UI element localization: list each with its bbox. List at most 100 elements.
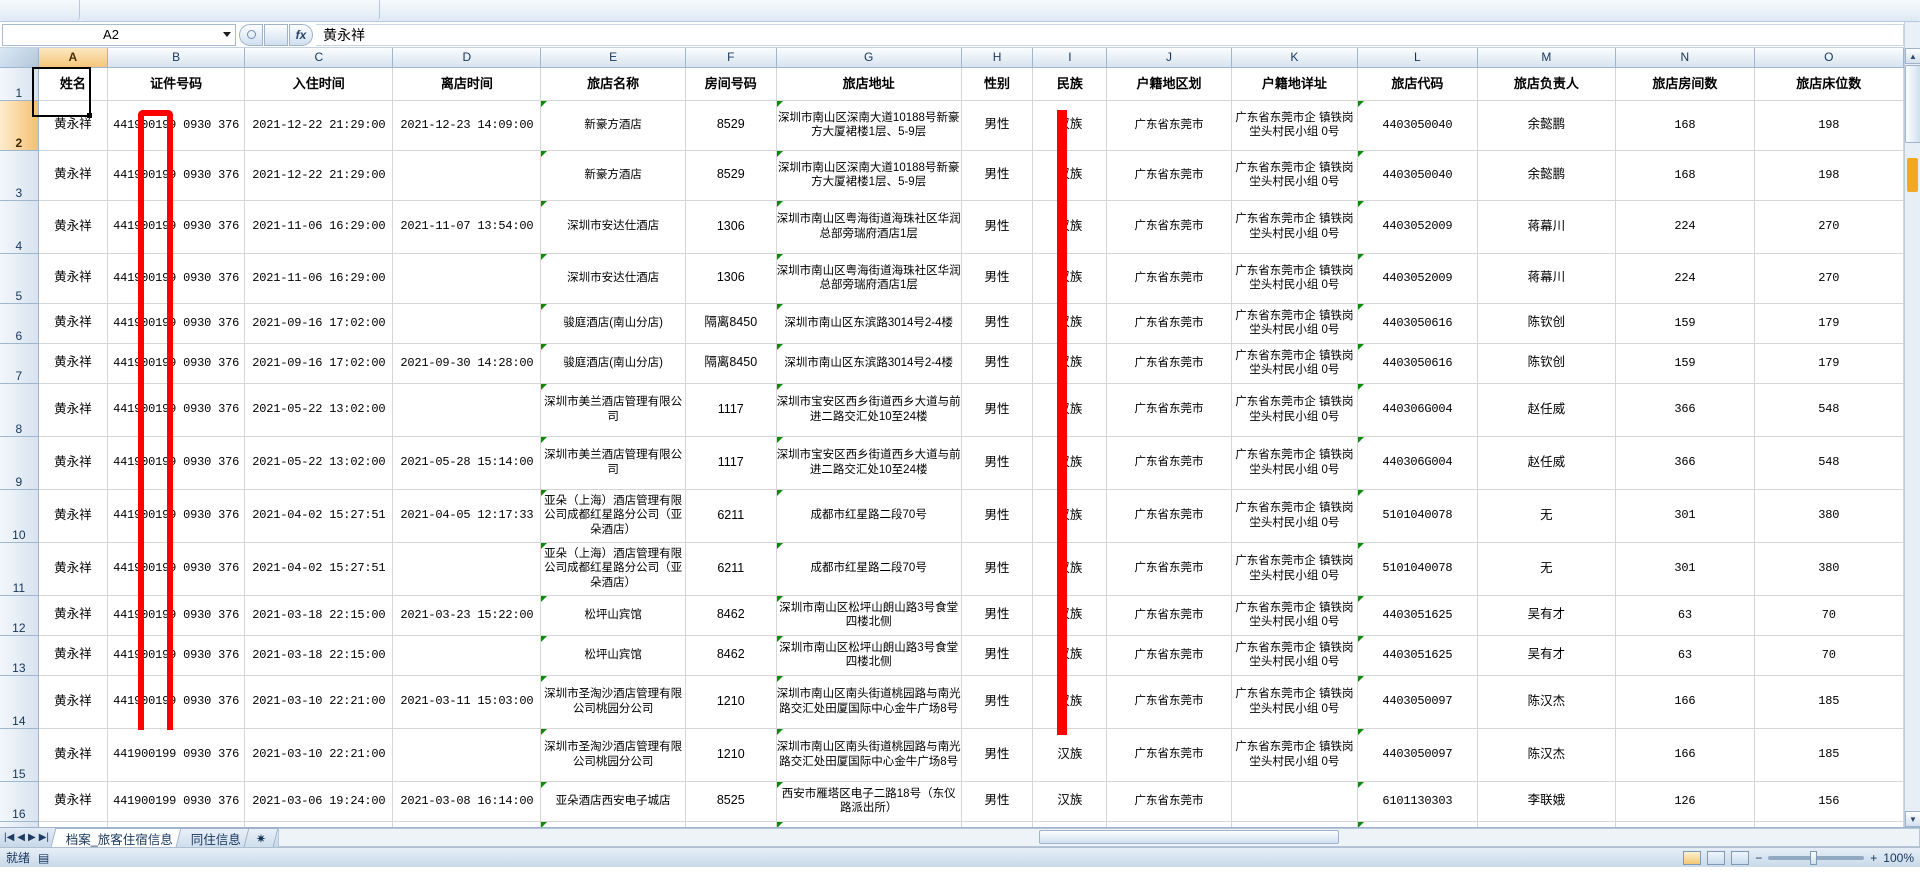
ribbon-tab-stub-1[interactable] bbox=[0, 0, 80, 21]
cell-manager[interactable]: 陈汉杰 bbox=[1477, 728, 1617, 782]
cell-beds[interactable]: 156 bbox=[1754, 821, 1905, 827]
cell-rooms[interactable]: 166 bbox=[1615, 728, 1755, 782]
column-header-D[interactable]: D bbox=[392, 48, 542, 68]
cell-address[interactable]: 深圳市南山区南头街道桃园路与南光路交汇处田厦国际中心金牛广场8号 bbox=[776, 728, 962, 782]
cell-manager[interactable]: 陈钦创 bbox=[1477, 343, 1617, 384]
cell-ethnic[interactable]: 汉族 bbox=[1032, 436, 1108, 490]
cell-checkout[interactable] bbox=[392, 821, 542, 827]
view-page-layout-button[interactable] bbox=[1707, 850, 1726, 865]
cell-gender[interactable]: 男性 bbox=[961, 343, 1034, 384]
vertical-scroll-track[interactable] bbox=[1905, 64, 1920, 811]
cell-beds[interactable]: 548 bbox=[1754, 383, 1905, 437]
cell-code[interactable]: 4403051625 bbox=[1357, 635, 1478, 676]
table-row[interactable]: 16 黄永祥 441900199 0930 376 2021-03-06 19:24:… bbox=[0, 781, 1905, 822]
cell-name[interactable]: 黄永祥 bbox=[38, 781, 108, 822]
cell-domicile[interactable]: 广东省东莞市企 镇铁岗坣头村民小组 0号 bbox=[1231, 675, 1359, 729]
cell-ethnic[interactable]: 汉族 bbox=[1032, 383, 1108, 437]
row-header-5[interactable]: 5 bbox=[0, 253, 39, 304]
cell-room[interactable]: 6211 bbox=[685, 489, 777, 543]
cell-gender[interactable]: 男性 bbox=[961, 675, 1034, 729]
cell-rooms[interactable]: 366 bbox=[1615, 436, 1755, 490]
cell-hotel[interactable]: 松坪山宾馆 bbox=[540, 635, 686, 676]
cell-rooms[interactable]: 63 bbox=[1615, 595, 1755, 636]
cell-region[interactable]: 广东省东莞市 bbox=[1106, 489, 1232, 543]
cell-region[interactable]: 广东省东莞市 bbox=[1106, 595, 1232, 636]
cell-beds[interactable]: 179 bbox=[1754, 303, 1905, 344]
cell-name[interactable]: 黄永祥 bbox=[38, 200, 108, 254]
cell-ethnic[interactable]: 汉族 bbox=[1032, 150, 1108, 201]
cell-checkout[interactable]: 2021-04-05 12:17:33 bbox=[392, 489, 542, 543]
column-header-O[interactable]: O bbox=[1754, 48, 1905, 68]
table-row[interactable]: 6 黄永祥 441900199 0930 376 2021-09-16 17:02:0… bbox=[0, 303, 1905, 344]
cell-name[interactable]: 黄永祥 bbox=[38, 253, 108, 304]
row-header-12[interactable]: 12 bbox=[0, 595, 39, 636]
cell-domicile[interactable]: 广东省东莞市企 镇铁岗坣头村民小组 0号 bbox=[1231, 595, 1359, 636]
column-header-C[interactable]: C bbox=[244, 48, 394, 68]
cell-rooms[interactable]: 159 bbox=[1615, 343, 1755, 384]
cell-checkout[interactable] bbox=[392, 383, 542, 437]
cell-manager[interactable]: 赵任威 bbox=[1477, 383, 1617, 437]
cell-checkout[interactable] bbox=[392, 303, 542, 344]
cell-beds[interactable]: 270 bbox=[1754, 200, 1905, 254]
cell-id[interactable]: 441900199 0930 376 bbox=[107, 728, 246, 782]
cell-manager[interactable]: 蒋幕川 bbox=[1477, 200, 1617, 254]
row-header-13[interactable]: 13 bbox=[0, 635, 39, 676]
cell-region[interactable]: 广东省东莞市 bbox=[1106, 436, 1232, 490]
cell-checkin[interactable]: 2021-03-10 22:21:00 bbox=[244, 675, 394, 729]
cell-address[interactable]: 深圳市南山区东滨路3014号2-4楼 bbox=[776, 303, 962, 344]
table-row[interactable]: 4 黄永祥 441900199 0930 376 2021-11-06 16:29:0… bbox=[0, 200, 1905, 254]
column-header-M[interactable]: M bbox=[1477, 48, 1617, 68]
row-header-3[interactable]: 3 bbox=[0, 150, 39, 201]
cell-rooms[interactable]: 168 bbox=[1615, 100, 1755, 151]
cell-gender[interactable]: 男性 bbox=[961, 436, 1034, 490]
cell-region[interactable]: 广东省东莞市 bbox=[1106, 675, 1232, 729]
cell-rooms[interactable]: 301 bbox=[1615, 489, 1755, 543]
cell-gender[interactable]: 男性 bbox=[961, 728, 1034, 782]
scroll-up-button[interactable]: ▲ bbox=[1905, 48, 1920, 64]
cell-gender[interactable]: 男性 bbox=[961, 821, 1034, 827]
cell-region[interactable]: 广东省东莞市 bbox=[1106, 100, 1232, 151]
formula-input[interactable]: 黄永祥 bbox=[316, 23, 1904, 46]
cell-room[interactable]: 8525 bbox=[685, 781, 777, 822]
cell-id[interactable]: 441900199 0930 376 bbox=[107, 303, 246, 344]
cell-region[interactable]: 广东省东莞市 bbox=[1106, 343, 1232, 384]
cell-hotel[interactable]: 骏庭酒店(南山分店) bbox=[540, 343, 686, 384]
cell-id[interactable]: 441900199 0930 376 bbox=[107, 383, 246, 437]
cell-checkout[interactable] bbox=[392, 150, 542, 201]
table-row[interactable]: 8 黄永祥 441900199 0930 376 2021-05-22 13:02:0… bbox=[0, 383, 1905, 437]
cell-checkin[interactable]: 2021-04-02 15:27:51 bbox=[244, 542, 394, 596]
row-header-11[interactable]: 11 bbox=[0, 542, 39, 596]
cell-room[interactable]: 1117 bbox=[685, 436, 777, 490]
cell-manager[interactable]: 无 bbox=[1477, 542, 1617, 596]
cell-code[interactable]: 6101130303 bbox=[1357, 781, 1478, 822]
table-row[interactable]: 12 黄永祥 441900199 0930 376 2021-03-18 22:15:… bbox=[0, 595, 1905, 636]
cell-checkin[interactable]: 2021-09-16 17:02:00 bbox=[244, 303, 394, 344]
cell-manager[interactable]: 吴有才 bbox=[1477, 635, 1617, 676]
cell-name[interactable]: 黄永祥 bbox=[38, 100, 108, 151]
cell-ethnic[interactable]: 汉族 bbox=[1032, 542, 1108, 596]
sheet-tab-0[interactable]: 档案_旅客住宿信息 bbox=[50, 828, 187, 847]
cell-checkout[interactable]: 2021-12-23 14:09:00 bbox=[392, 100, 542, 151]
cell-name[interactable]: 黄永祥 bbox=[38, 383, 108, 437]
cell-id[interactable]: 441900199 0930 376 bbox=[107, 343, 246, 384]
cell-hotel[interactable]: 深圳市圣淘沙酒店管理有限公司桃园分公司 bbox=[540, 728, 686, 782]
cell-id[interactable]: 441900199 0930 376 bbox=[107, 150, 246, 201]
cell-checkin[interactable]: 2021-12-22 21:29:00 bbox=[244, 150, 394, 201]
cell-region[interactable]: 广东省东莞市 bbox=[1106, 253, 1232, 304]
cell-id[interactable]: 441900199 0930 376 bbox=[107, 595, 246, 636]
cell-rooms[interactable]: 366 bbox=[1615, 383, 1755, 437]
cell-address[interactable]: 深圳市南山区松坪山朗山路3号食堂四楼北侧 bbox=[776, 635, 962, 676]
chevron-down-icon[interactable] bbox=[219, 25, 235, 45]
cell-ethnic[interactable]: 汉族 bbox=[1032, 100, 1108, 151]
cell-gender[interactable]: 男性 bbox=[961, 383, 1034, 437]
view-page-break-button[interactable] bbox=[1731, 850, 1750, 865]
cell-room[interactable]: 隔离8450 bbox=[685, 303, 777, 344]
column-header-A[interactable]: A bbox=[38, 48, 108, 68]
cell-hotel[interactable]: 亚朵（上海）酒店管理有限公司成都红星路分公司（亚朵酒店） bbox=[540, 489, 686, 543]
cell-beds[interactable]: 270 bbox=[1754, 253, 1905, 304]
cell-room[interactable]: 隔离8450 bbox=[685, 343, 777, 384]
prev-sheet-icon[interactable]: ◀ bbox=[17, 832, 25, 843]
cancel-icon[interactable] bbox=[239, 23, 263, 46]
cell-hotel[interactable]: 亚朵酒店西安电子城店 bbox=[540, 781, 686, 822]
cell-ethnic[interactable]: 汉族 bbox=[1032, 343, 1108, 384]
